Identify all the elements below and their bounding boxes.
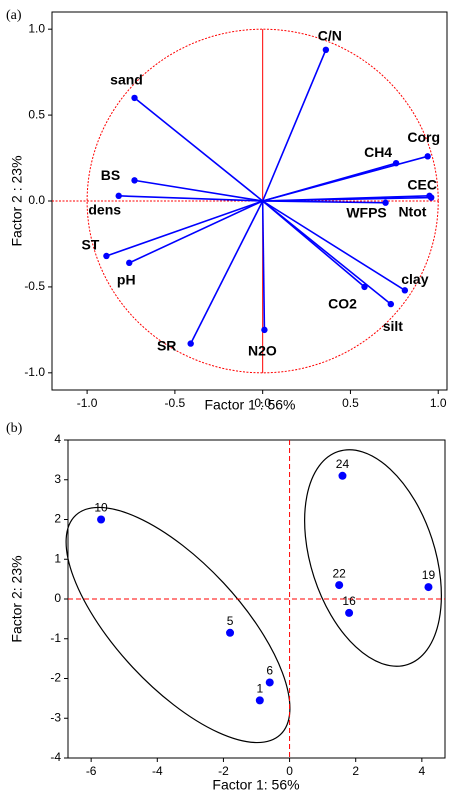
point-label: 6 [266, 664, 273, 678]
loading-vector [134, 179, 263, 202]
panel-label: (a) [6, 8, 22, 23]
y-tick-label: -2 [50, 671, 61, 685]
y-tick-label: 3 [54, 472, 61, 486]
y-tick-label: 1.0 [28, 21, 45, 35]
loading-point [131, 94, 138, 102]
variable-label: dens [88, 202, 121, 218]
x-axis-title: Factor 1 : 56% [204, 397, 295, 413]
loading-point [424, 153, 431, 160]
y-tick-label: 4 [54, 432, 61, 446]
variable-label: Corg [407, 129, 440, 145]
cluster-ellipse [304, 449, 442, 667]
variable-label: CO2 [328, 296, 357, 312]
loading-vector [106, 200, 263, 257]
variable-label: N2O [248, 343, 277, 359]
x-tick-label: -4 [152, 764, 163, 778]
panel-label: (b) [6, 421, 23, 436]
point-label: 5 [227, 614, 234, 628]
cluster-ellipse [65, 506, 291, 744]
loading-point [131, 177, 138, 184]
loading-vector [134, 97, 264, 202]
x-tick-label: -2 [218, 764, 229, 778]
variable-label: ST [81, 237, 99, 253]
variable-label: pH [117, 272, 136, 288]
variable-label: BS [101, 167, 120, 183]
variable-label: Ntot [398, 204, 426, 220]
y-tick-label: 2 [54, 512, 61, 526]
loading-vector [128, 200, 264, 264]
y-tick-label: -3 [50, 710, 61, 724]
y-tick-label: -4 [50, 750, 61, 764]
x-tick-label: 4 [419, 764, 426, 778]
variable-label: sand [110, 72, 143, 88]
y-tick-label: 0 [54, 591, 61, 605]
y-axis-title: Factor 2: 23% [9, 555, 25, 642]
loading-point [187, 340, 194, 347]
loading-vector [262, 195, 430, 202]
x-tick-label: 0.5 [342, 396, 359, 410]
y-tick-label: 0.5 [28, 107, 45, 121]
point-label: 22 [332, 566, 346, 580]
x-tick-label: -6 [86, 764, 97, 778]
y-tick-label: -1.0 [24, 365, 45, 379]
variable-label: silt [383, 318, 404, 334]
loading-point [387, 300, 395, 308]
score-point [335, 581, 344, 590]
loading-point [361, 283, 368, 291]
x-tick-label: -1.0 [77, 396, 98, 410]
point-label: 10 [94, 501, 108, 515]
score-point [338, 471, 347, 480]
variable-label: SR [157, 337, 176, 353]
variable-label: WFPS [346, 204, 386, 220]
y-tick-label: 1 [54, 551, 61, 565]
variable-label: clay [401, 271, 428, 287]
loading-point [382, 199, 389, 206]
loading-vector [262, 155, 428, 202]
x-tick-label: 0 [286, 764, 293, 778]
point-label: 1 [256, 682, 263, 696]
variable-label: CEC [407, 176, 437, 192]
loading-vector [118, 195, 263, 202]
point-label: 19 [422, 568, 436, 582]
y-tick-label: -1 [50, 631, 61, 645]
score-point [265, 678, 274, 687]
x-tick-label: 2 [352, 764, 359, 778]
score-point [97, 515, 106, 524]
point-label: 24 [336, 457, 350, 471]
point-label: 16 [342, 594, 356, 608]
loading-point [401, 287, 409, 294]
loading-point [261, 326, 268, 334]
x-tick-label: 1.0 [430, 396, 447, 410]
score-point [255, 696, 264, 705]
loading-vector [262, 200, 392, 305]
loading-point [126, 259, 133, 267]
y-axis-title: Factor 2 : 23% [9, 155, 25, 246]
loading-vector [261, 200, 266, 330]
variable-label: C/N [318, 28, 342, 44]
loading-vector [262, 200, 386, 204]
loading-point [322, 46, 330, 53]
score-point [424, 583, 433, 592]
x-tick-label: 0.0 [254, 396, 271, 410]
y-tick-label: 0.0 [28, 193, 45, 207]
loading-point [115, 192, 122, 200]
x-axis-title: Factor 1: 56% [212, 777, 299, 793]
score-point [345, 608, 354, 617]
score-point [226, 628, 235, 637]
loading-vector [189, 200, 264, 344]
variable-label: CH4 [364, 144, 392, 160]
loading-point [103, 252, 110, 260]
y-tick-label: -0.5 [24, 279, 45, 293]
loading-point [426, 192, 433, 200]
loading-vector [262, 200, 406, 292]
x-tick-label: -0.5 [165, 396, 186, 410]
loading-vector [261, 49, 327, 202]
